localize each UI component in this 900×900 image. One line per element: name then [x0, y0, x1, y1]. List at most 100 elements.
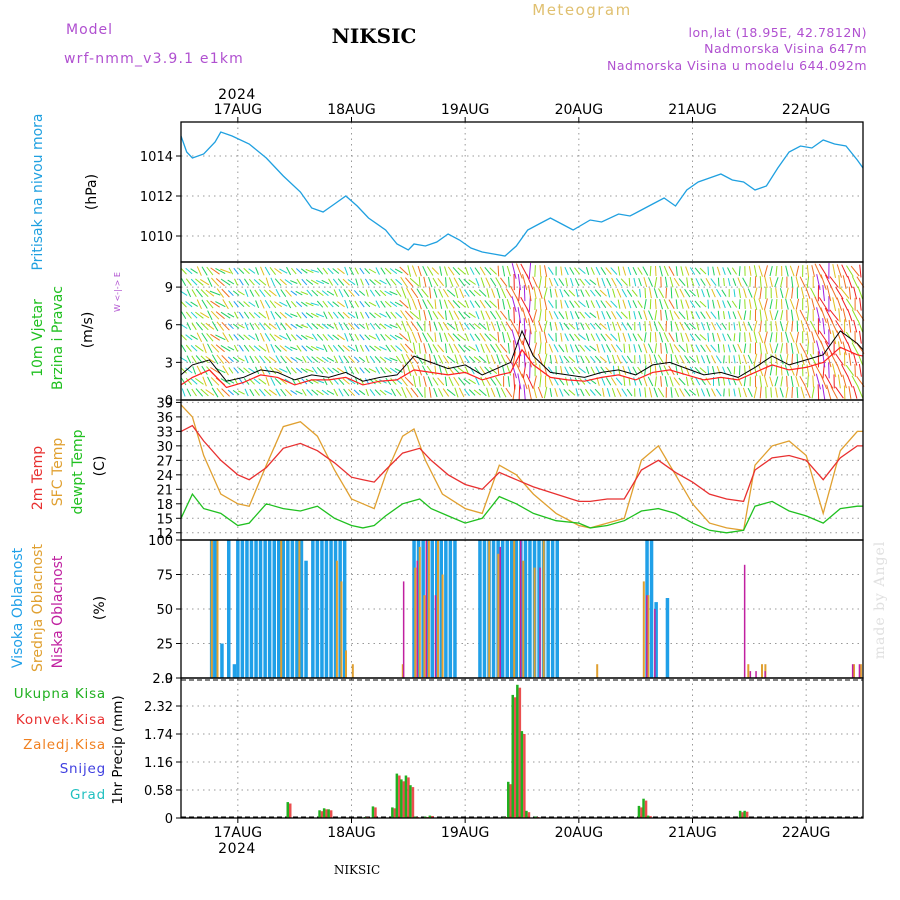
wind-vector — [589, 389, 596, 396]
low-cloud-bar — [425, 540, 428, 678]
wind-vector — [301, 378, 308, 385]
wind-vector — [301, 388, 307, 396]
wind-vector — [332, 268, 340, 274]
wind-vector — [211, 321, 219, 332]
wind-vector — [615, 311, 623, 320]
wind-vector — [200, 322, 209, 331]
wind-vector — [639, 355, 642, 364]
wind-vector — [405, 277, 414, 287]
precip-legend-total: Ukupna Kisa — [14, 686, 106, 702]
wind-vector — [826, 384, 832, 401]
wind-vector — [468, 389, 476, 396]
wind-vector — [200, 278, 210, 286]
wind-vector — [711, 321, 716, 331]
wind-vector — [606, 354, 611, 364]
wind-vector — [675, 266, 678, 276]
wind-vector — [664, 309, 668, 321]
wind-vector — [238, 278, 244, 286]
wind-vector — [221, 355, 230, 364]
mid-cloud-bar — [414, 567, 417, 678]
wind-vector — [543, 386, 548, 399]
wind-vector — [511, 263, 517, 279]
wind-vector — [337, 344, 345, 352]
wind-vector — [836, 330, 843, 344]
wind-vector — [253, 345, 261, 352]
wind-vector — [478, 388, 487, 397]
wind-vector — [285, 388, 293, 396]
wind-vector — [547, 267, 554, 275]
wind-vector — [446, 355, 456, 363]
wind-vector — [434, 299, 437, 309]
wind-vector — [474, 300, 481, 308]
wind-vector — [559, 388, 564, 397]
wind-vector — [295, 334, 303, 341]
wind-vector — [528, 296, 531, 313]
wind-vector — [399, 333, 409, 342]
wind-vector — [290, 334, 297, 341]
wind-vector — [769, 299, 773, 310]
wind-vector — [332, 334, 340, 341]
wind-vector — [390, 311, 397, 319]
wind-vector — [249, 289, 255, 297]
high-cloud-bar — [245, 540, 249, 678]
wind-vector — [433, 387, 438, 398]
high-cloud-bar — [505, 540, 509, 678]
wind-vector — [253, 312, 261, 319]
mid-cloud-bar — [216, 540, 219, 678]
total-precip-bar — [322, 808, 326, 818]
wind-vector — [723, 355, 725, 364]
wind-vector — [554, 354, 558, 364]
wind-vector — [327, 377, 334, 385]
mid-cloud-bar — [401, 664, 404, 678]
wind-vector — [807, 375, 809, 388]
wind-vector — [806, 331, 810, 344]
wind-vector — [647, 343, 654, 354]
wind-vector — [333, 355, 339, 364]
y-tick-label: 6 — [165, 319, 173, 334]
wind-vector — [285, 289, 292, 297]
wind-vector — [678, 377, 686, 386]
wind-vector — [795, 298, 800, 310]
convective-precip-bar — [398, 775, 401, 818]
wind-vector — [779, 288, 784, 299]
wind-vector — [448, 277, 454, 287]
wind-vector — [418, 309, 421, 321]
wind-vector — [359, 334, 365, 341]
wind-vector — [564, 266, 569, 276]
wind-vector — [327, 267, 334, 275]
wind-vector — [789, 298, 795, 310]
wind-vector — [238, 345, 244, 352]
wind-vector — [859, 330, 862, 344]
wind-vector — [379, 346, 387, 351]
wind-vector — [365, 388, 369, 397]
chart-title: NIKSIC — [332, 24, 417, 48]
wind-vector — [747, 288, 753, 298]
wind-vector — [654, 299, 657, 310]
wind-vector — [249, 388, 255, 397]
wind-vector — [185, 311, 192, 319]
high-cloud-bar — [333, 540, 338, 678]
wind-vector — [579, 311, 586, 319]
wind-vector — [533, 342, 537, 355]
wind-vector — [795, 331, 799, 343]
wind-vector — [279, 368, 288, 373]
wind-vector — [700, 311, 706, 319]
wind-vector — [310, 269, 319, 273]
wind-vector — [649, 265, 652, 277]
wind-vector — [753, 331, 758, 344]
wind-vector — [743, 376, 747, 387]
wind-vector — [306, 289, 313, 297]
wind-vector — [584, 388, 591, 397]
wind-vector — [380, 366, 386, 374]
wind-vector — [258, 388, 266, 397]
wind-vector — [496, 354, 501, 365]
wind-vector — [399, 299, 409, 309]
wind-vector — [237, 357, 245, 362]
wind-vector — [437, 344, 445, 353]
wind-vector — [220, 378, 231, 385]
wind-vector — [830, 386, 838, 399]
wind-vector — [638, 344, 642, 353]
wind-vector — [710, 311, 717, 320]
wind-vector — [796, 386, 799, 399]
wind-vector — [316, 323, 324, 330]
